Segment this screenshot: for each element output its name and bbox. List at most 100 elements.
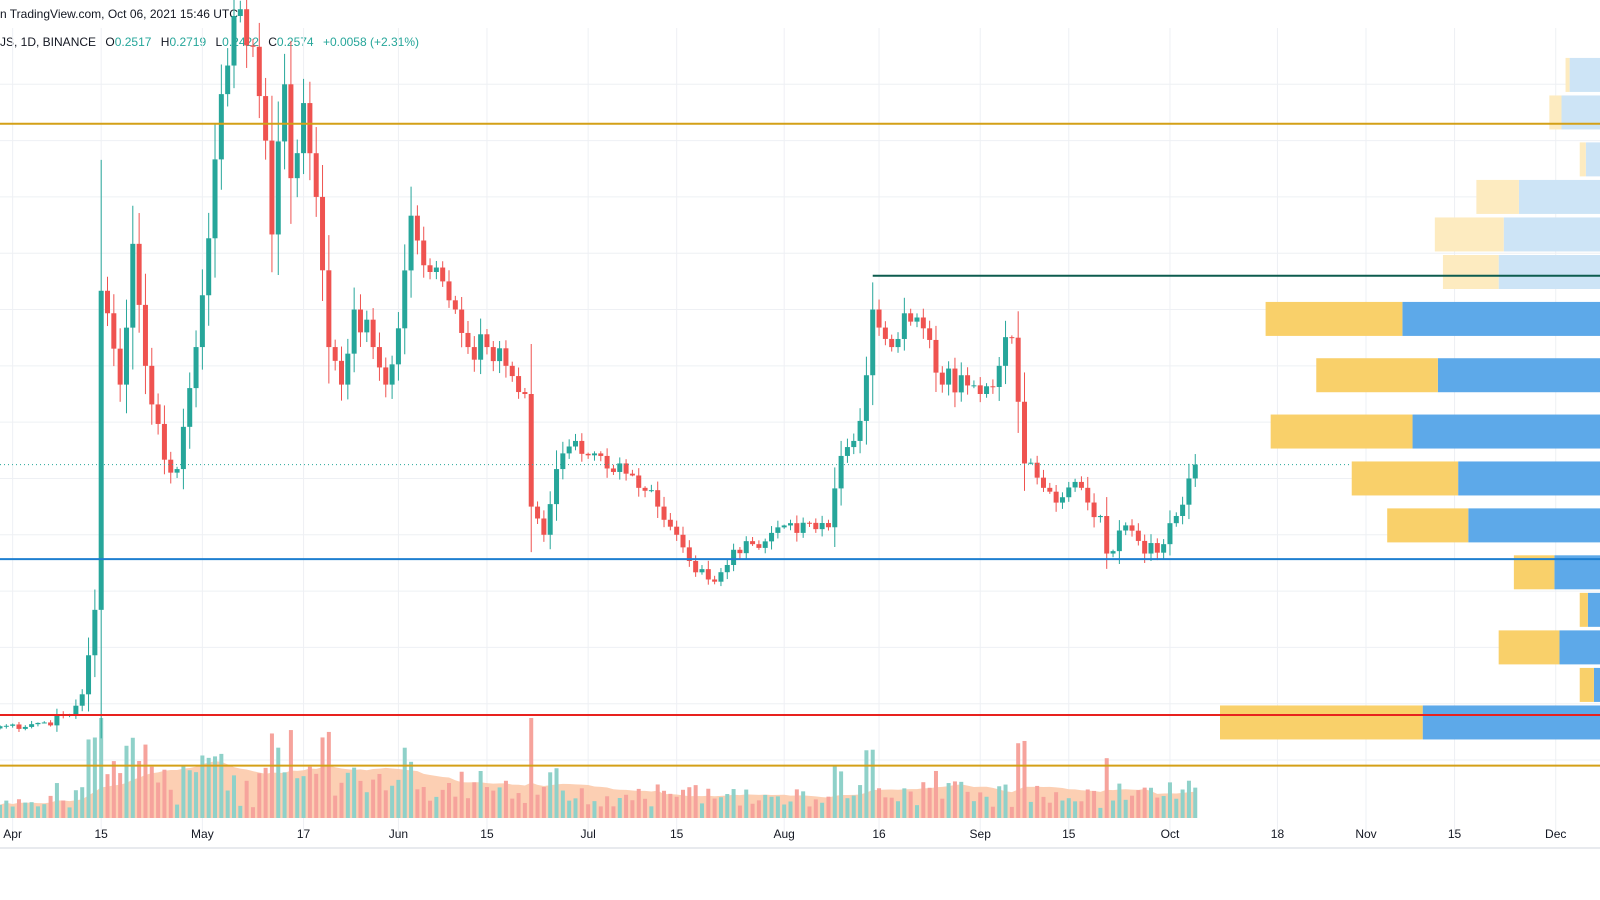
volume-bar <box>440 789 445 818</box>
volume-bar <box>383 790 388 818</box>
candle-body <box>535 506 541 519</box>
volume-bar <box>870 749 875 818</box>
candle-body <box>648 490 654 492</box>
volume-bar <box>712 798 717 818</box>
candle-body <box>1142 540 1148 554</box>
candle-body <box>1091 502 1097 518</box>
candle-body <box>54 714 60 726</box>
volume-bar <box>453 796 458 818</box>
volume-bar <box>832 765 837 818</box>
candle-body <box>541 518 547 535</box>
x-tick-label: 15 <box>95 827 109 841</box>
candle-body <box>79 694 85 706</box>
candle-body <box>996 365 1002 387</box>
volume-profile-down <box>1434 217 1504 252</box>
volume-profile-down <box>1513 555 1555 590</box>
candle-body <box>1167 523 1173 545</box>
volume-bar <box>630 800 635 818</box>
volume-profile-down <box>1220 705 1423 740</box>
candle-body <box>1053 491 1059 503</box>
candle-body <box>806 522 812 524</box>
volume-bar <box>535 794 540 818</box>
volume-bar <box>662 790 667 818</box>
volume-bar <box>548 772 553 818</box>
volume-bar <box>674 796 679 818</box>
candle-body <box>41 722 47 724</box>
candle-body <box>927 328 933 340</box>
volume-bar <box>168 789 173 818</box>
candle-body <box>383 367 389 385</box>
candle-body <box>237 9 243 16</box>
candle-body <box>882 327 888 339</box>
candle-body <box>1135 530 1141 541</box>
candle-body <box>105 290 111 314</box>
volume-bar <box>80 787 85 818</box>
volume-bar <box>111 761 116 818</box>
candle-body <box>825 523 831 528</box>
close-value: 0.2574 <box>276 35 314 49</box>
volume-profile-up <box>1468 508 1600 543</box>
volume-bar <box>187 770 192 818</box>
volume-bar <box>421 787 426 818</box>
volume-profile-up <box>1437 358 1600 393</box>
volume-bar <box>959 781 964 818</box>
volume-bar <box>1186 780 1191 818</box>
candle-body <box>724 564 730 573</box>
volume-bar <box>1193 787 1198 818</box>
candle-body <box>623 463 629 474</box>
volume-bar <box>339 782 344 818</box>
candle-body <box>629 473 635 476</box>
volume-bar <box>307 766 312 818</box>
candle-body <box>680 534 686 548</box>
candle-body <box>478 334 484 360</box>
volume-bar <box>320 737 325 818</box>
candle-body <box>307 103 313 154</box>
volume-bar <box>845 798 850 818</box>
volume-bar <box>364 792 369 818</box>
volume-bar <box>1085 789 1090 818</box>
candle-body <box>294 153 300 179</box>
candle-body <box>762 541 768 548</box>
volume-bar <box>92 737 97 818</box>
volume-profile-down <box>1270 414 1413 449</box>
volume-bar <box>295 778 300 818</box>
candle-body <box>800 522 806 533</box>
volume-bar <box>946 783 951 818</box>
candle-body <box>610 468 616 472</box>
candle-body <box>965 375 971 386</box>
low-value: 0.2422 <box>222 35 259 49</box>
volume-bar <box>908 791 913 818</box>
high-value: 0.2719 <box>169 35 207 49</box>
volume-bar <box>465 798 470 818</box>
volume-bar <box>371 779 376 818</box>
candle-body <box>756 544 762 548</box>
candle-body <box>1015 337 1021 402</box>
candle-body <box>572 440 578 447</box>
volume-bar <box>1028 801 1033 818</box>
candle-body <box>320 196 326 271</box>
candle-body <box>421 240 427 266</box>
volume-bar <box>883 797 888 818</box>
candle-body <box>168 459 174 473</box>
candle-body <box>857 420 863 441</box>
candle-body <box>471 347 477 360</box>
volume-bar <box>4 800 9 818</box>
volume-bar <box>352 767 357 818</box>
volume-bar <box>605 796 610 818</box>
volume-bar <box>73 790 78 818</box>
volume-bar <box>586 804 591 818</box>
volume-bar <box>649 806 654 818</box>
x-tick-label: May <box>191 827 214 841</box>
volume-bar <box>643 798 648 818</box>
candle-body <box>1009 337 1015 339</box>
volume-bar <box>737 805 742 818</box>
volume-bar <box>86 739 91 818</box>
candle-body <box>908 313 914 322</box>
candle-body <box>1180 504 1186 516</box>
volume-bar <box>965 791 970 818</box>
low-label: L <box>215 35 223 49</box>
candle-body <box>566 446 572 454</box>
volume-bar <box>1123 799 1128 818</box>
volume-bar <box>839 771 844 818</box>
